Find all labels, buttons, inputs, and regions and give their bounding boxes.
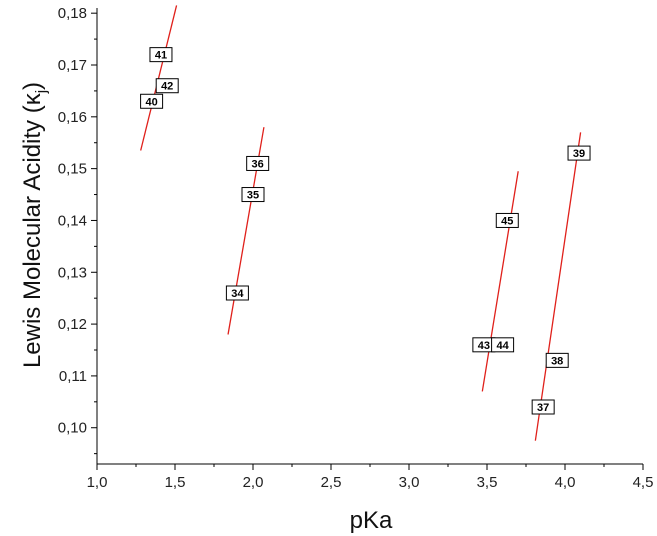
data-point-label: 42 xyxy=(155,78,179,94)
y-axis-title-subscript: j xyxy=(33,90,50,94)
point-label-text: 34 xyxy=(231,288,244,300)
data-point-label: 44 xyxy=(491,337,515,353)
data-point-label: 34 xyxy=(225,285,249,301)
data-point-label: 37 xyxy=(531,399,555,415)
y-tick-label: 0,13 xyxy=(58,264,87,281)
data-point-label: 40 xyxy=(140,93,164,109)
point-label-text: 45 xyxy=(501,215,513,227)
x-tick-label: 1,5 xyxy=(165,474,186,491)
point-label-text: 44 xyxy=(496,340,509,352)
y-tick-label: 0,16 xyxy=(58,109,87,126)
fit-line xyxy=(140,5,178,151)
y-axis-title: Lewis Molecular Acidity (κj) xyxy=(19,82,50,368)
x-tick-label: 3,0 xyxy=(399,474,420,491)
point-label-text: 39 xyxy=(573,148,585,160)
y-tick-label: 0,18 xyxy=(58,5,87,22)
point-label-text: 41 xyxy=(155,50,167,62)
point-label-box xyxy=(241,187,265,203)
y-axis-title-main: Lewis Molecular Acidity (κ xyxy=(19,92,46,368)
x-tick-label: 4,0 xyxy=(555,474,576,491)
data-point-label: 35 xyxy=(241,187,265,203)
x-tick-label: 2,0 xyxy=(243,474,264,491)
point-label-text: 42 xyxy=(161,81,173,93)
point-label-text: 38 xyxy=(551,355,563,367)
point-label-text: 40 xyxy=(145,96,157,108)
x-tick-label: 4,5 xyxy=(633,474,654,491)
point-label-box xyxy=(567,145,591,161)
point-label-box xyxy=(531,399,555,415)
point-label-box xyxy=(495,212,519,228)
y-tick-label: 0,12 xyxy=(58,316,87,333)
point-label-text: 37 xyxy=(537,402,549,414)
point-label-box xyxy=(225,285,249,301)
y-tick-label: 0,14 xyxy=(58,212,87,229)
point-label-text: 43 xyxy=(478,340,490,352)
data-point-label: 39 xyxy=(567,145,591,161)
data-points: 41 42 40 36 35 34 45 43 44 39 38 37 xyxy=(140,47,591,415)
y-tick-label: 0,17 xyxy=(58,57,87,74)
axes: 1,0 1,5 2,0 2,5 3,0 3,5 4,0 4,5 0,10 0,11 0,12 0,13… xyxy=(58,5,654,491)
point-label-box xyxy=(491,337,515,353)
fit-line xyxy=(534,132,582,441)
data-point-label: 36 xyxy=(246,155,270,171)
x-tick-label: 1,0 xyxy=(87,474,108,491)
y-axis-title-close: ) xyxy=(19,82,46,90)
x-tick-label: 2,5 xyxy=(321,474,342,491)
data-point-label: 38 xyxy=(545,352,569,368)
y-tick-label: 0,10 xyxy=(58,420,87,437)
point-label-text: 35 xyxy=(247,190,259,202)
data-point-label: 41 xyxy=(149,47,173,63)
point-label-box xyxy=(246,155,270,171)
point-label-box xyxy=(140,93,164,109)
point-label-box xyxy=(545,352,569,368)
x-tick-label: 3,5 xyxy=(477,474,498,491)
y-tick-label: 0,15 xyxy=(58,161,87,178)
x-axis-title: pKa xyxy=(350,507,393,534)
point-label-text: 36 xyxy=(252,158,264,170)
y-tick-label: 0,11 xyxy=(59,368,87,385)
point-label-box xyxy=(155,78,179,94)
data-point-label: 45 xyxy=(495,212,519,228)
point-label-box xyxy=(149,47,173,63)
fit-line xyxy=(481,171,519,392)
